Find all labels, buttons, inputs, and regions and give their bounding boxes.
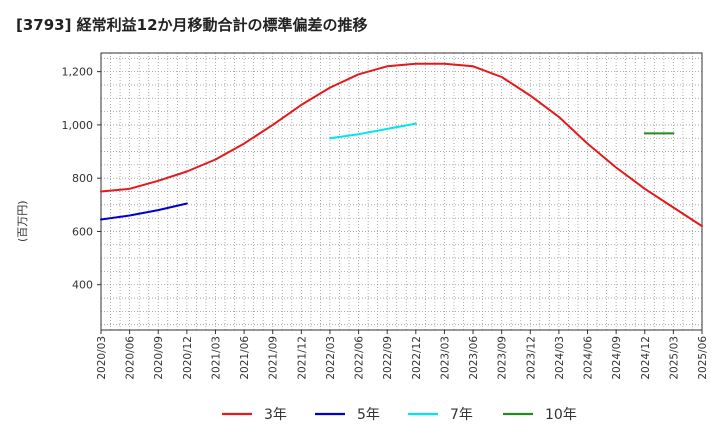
x-tick-label: 2025/06 — [697, 336, 709, 380]
x-tick-label: 2023/03 — [439, 336, 451, 380]
x-tick-label: 2020/09 — [153, 336, 165, 380]
x-tick-label: 2022/12 — [411, 336, 423, 380]
x-tick-label: 2024/12 — [640, 336, 652, 380]
x-tick-label: 2020/12 — [182, 336, 194, 380]
x-tick-label: 2021/06 — [239, 336, 251, 380]
y-tick-label: 600 — [72, 225, 93, 238]
y-tick-label: 400 — [72, 279, 93, 292]
x-tick-label: 2023/12 — [525, 336, 537, 380]
x-tick-label: 2024/09 — [611, 336, 623, 380]
x-tick-label: 2024/06 — [583, 336, 595, 380]
x-tick-label: 2025/03 — [668, 336, 680, 380]
series-line-0 — [100, 62, 703, 228]
x-tick-label: 2021/12 — [296, 336, 308, 380]
x-tick-label: 2020/03 — [96, 336, 108, 380]
x-tick-label: 2020/06 — [125, 336, 137, 380]
legend-label-1: 5年 — [357, 407, 380, 423]
x-tick-label: 2021/09 — [268, 336, 280, 380]
x-tick-label: 2022/09 — [382, 336, 394, 380]
x-tick-label: 2022/06 — [354, 336, 366, 380]
legend-label-2: 7年 — [450, 407, 473, 423]
y-tick-label: 800 — [72, 172, 93, 185]
x-tick-label: 2023/09 — [497, 336, 509, 380]
chart-title: [3793] 経常利益12か月移動合計の標準偏差の推移 — [16, 16, 368, 34]
series-line-2 — [329, 122, 417, 140]
legend-label-3: 10年 — [545, 407, 577, 423]
series-line-1 — [100, 202, 188, 221]
x-tick-label: 2021/03 — [210, 336, 222, 380]
y-tick-label: 1,000 — [62, 119, 94, 132]
legend-label-0: 3年 — [264, 407, 287, 423]
x-tick-label: 2023/06 — [468, 336, 480, 380]
x-tick-label: 2024/03 — [554, 336, 566, 380]
x-tick-label: 2022/03 — [325, 336, 337, 380]
y-tick-label: 1,200 — [62, 66, 94, 79]
